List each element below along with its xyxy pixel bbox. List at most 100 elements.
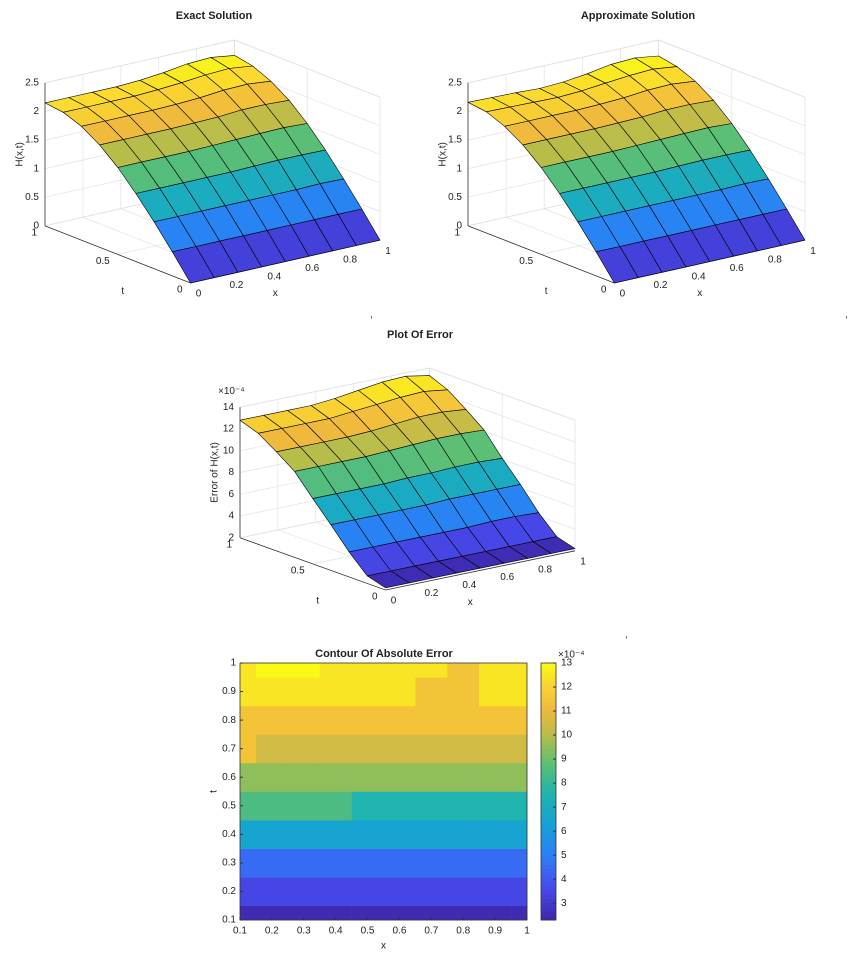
z-tick-label: 1	[33, 163, 39, 174]
z-tick-label: 1.5	[448, 135, 462, 146]
contour-cell	[240, 877, 257, 907]
y-tick-label: 1	[31, 227, 37, 238]
contour-cell	[287, 762, 321, 792]
y-tick-label: 0.6	[222, 772, 236, 783]
colorbar-slice	[541, 722, 556, 728]
contour-cell	[319, 791, 352, 821]
contour-cell	[511, 791, 528, 821]
contour-cell	[351, 734, 384, 764]
contour-cell	[383, 705, 416, 735]
y-axis-label: t	[316, 596, 319, 607]
colorbar-slice	[541, 838, 556, 844]
x-tick-label: 0.2	[424, 588, 438, 599]
contour-cell	[415, 677, 448, 707]
colorbar-tick-label: 8	[561, 778, 567, 789]
y-tick-label: 0.5	[222, 800, 236, 811]
colorbar-slice	[541, 855, 556, 861]
contour-cell	[240, 705, 257, 735]
contour-cell	[447, 677, 480, 707]
x-axis-label: x	[381, 941, 386, 952]
x-tick-label: 0.2	[265, 926, 279, 937]
contour-cell	[383, 734, 416, 764]
x-tick-label: 0.9	[488, 926, 502, 937]
colorbar-slice	[541, 885, 556, 891]
colorbar-slice	[541, 830, 556, 835]
z-tick-label: 10	[223, 445, 235, 456]
colorbar-slice	[541, 842, 556, 848]
colorbar-slice	[541, 714, 556, 720]
chart-title: Approximate Solution	[581, 10, 696, 22]
contour-cell	[415, 663, 448, 678]
contour-cell	[447, 791, 480, 821]
axis-line	[44, 225, 191, 284]
contour-cell	[351, 762, 384, 792]
contour-cell	[447, 705, 480, 735]
x-tick-label: 0.7	[424, 926, 438, 937]
colorbar-slice	[541, 705, 556, 711]
contour-cell	[383, 663, 416, 678]
contour-cell	[240, 848, 257, 878]
contour-cell	[287, 663, 321, 678]
z-tick-label: 2	[228, 532, 234, 543]
contour-cell	[511, 734, 528, 764]
colorbar-slice	[541, 671, 556, 677]
colorbar-slice	[541, 663, 556, 668]
x-tick-label: 0.8	[343, 254, 357, 265]
colorbar-slice	[541, 731, 556, 737]
contour-cell	[351, 705, 384, 735]
x-axis-label: x	[273, 288, 278, 299]
colorbar-slice	[541, 915, 556, 921]
colorbar-box	[540, 662, 557, 921]
contour-cell	[255, 734, 289, 764]
contour-cell	[447, 848, 480, 878]
y-tick-label: 0.8	[222, 715, 236, 726]
surface-cell	[366, 570, 410, 589]
colorbar-slice	[541, 877, 556, 882]
contour-cell	[319, 877, 352, 907]
contour-cell	[240, 820, 257, 849]
colorbar-slice	[541, 667, 556, 672]
axis-line	[239, 537, 386, 591]
z-tick-label: 1.5	[25, 135, 39, 146]
colorbar-slice	[541, 825, 556, 831]
colorbar-tick-label: 3	[561, 898, 567, 909]
y-tick-label: 0.5	[291, 566, 305, 577]
colorbar-slice	[541, 795, 556, 801]
colorbar-slice	[541, 864, 556, 869]
colorbar-slice	[541, 748, 556, 754]
colorbar-slice	[541, 740, 556, 745]
y-tick-label: 1	[230, 658, 236, 669]
colorbar-slice	[541, 774, 556, 780]
contour-cell	[287, 820, 321, 849]
colorbar-slice	[541, 812, 556, 818]
colorbar-slice	[541, 770, 556, 775]
separator: ,	[370, 310, 373, 321]
contour-cell	[319, 663, 352, 678]
z-axis-label: H(x,t)	[438, 142, 449, 166]
contour-cell	[511, 677, 528, 707]
y-tick-label: 1	[454, 227, 460, 238]
z-tick-label: 2.5	[448, 78, 462, 89]
contour-cell	[383, 905, 416, 921]
x-axis-label: x	[468, 597, 473, 608]
colorbar-slice	[541, 800, 556, 805]
contour-cell	[479, 663, 512, 678]
chart-title: Exact Solution	[176, 10, 253, 22]
colorbar-slice	[541, 834, 556, 840]
z-tick-label: 0.5	[448, 192, 462, 203]
contour-cell	[255, 663, 289, 678]
colorbar-slice	[541, 735, 556, 741]
x-tick-label: 0.6	[392, 926, 406, 937]
z-tick-label: 0.5	[25, 192, 39, 203]
colorbar-tick-label: 11	[561, 706, 572, 717]
colorbar-slice	[541, 907, 556, 912]
x-tick-label: 0.6	[500, 572, 514, 583]
contour-cell	[447, 905, 480, 921]
x-axis-label: x	[697, 288, 702, 299]
z-tick-label: 0	[456, 220, 462, 231]
colorbar-tick-label: 9	[561, 754, 567, 765]
contour-cell	[240, 762, 257, 792]
contour-cell	[255, 677, 289, 707]
